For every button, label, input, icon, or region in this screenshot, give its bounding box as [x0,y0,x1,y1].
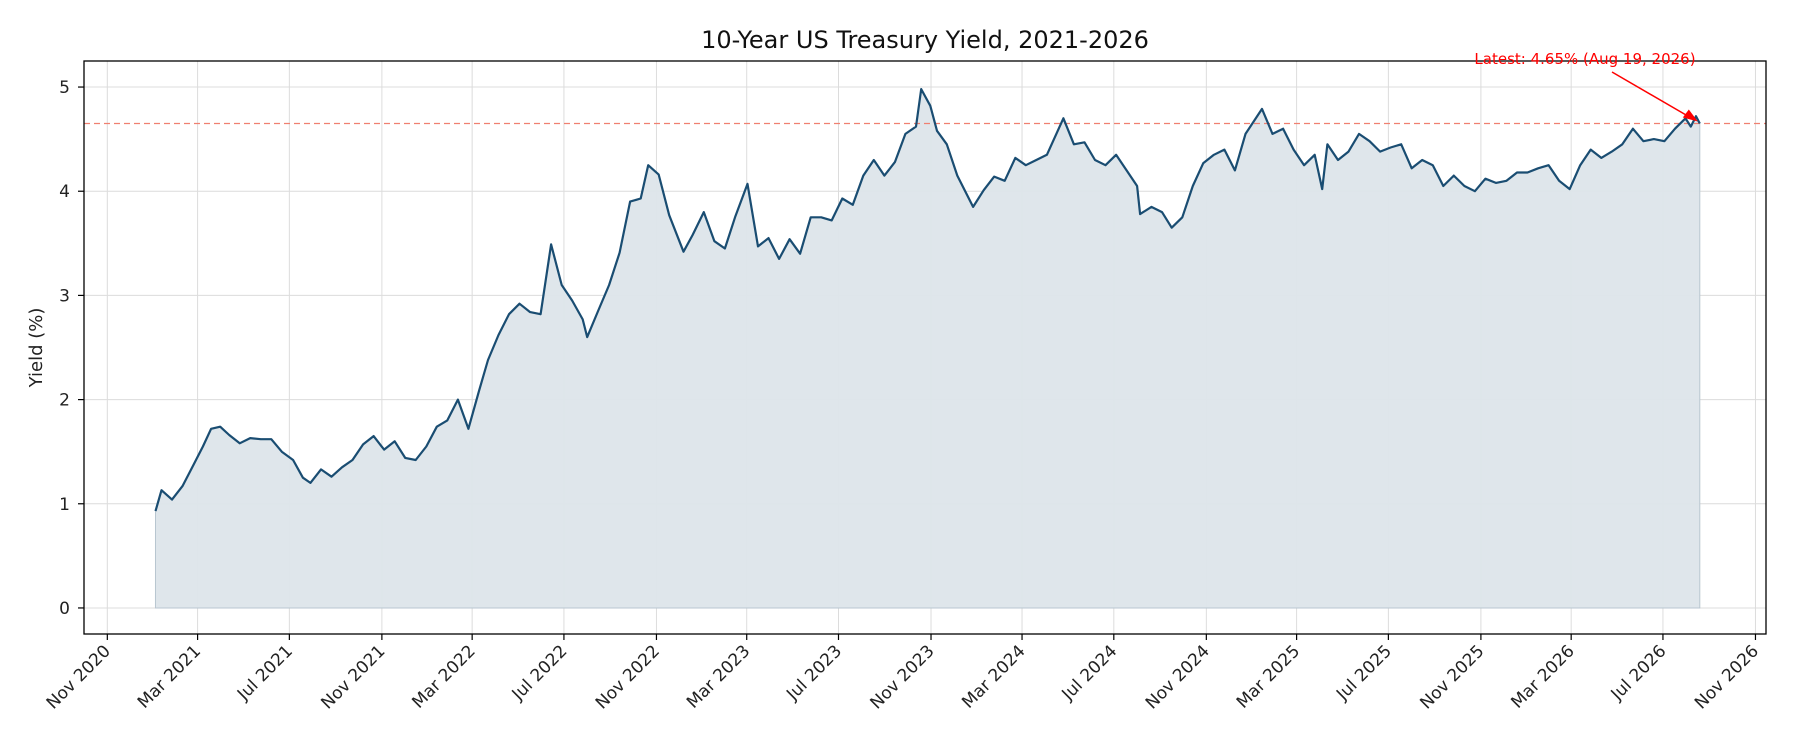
x-tick-label: Jul 2025 [1332,641,1396,705]
x-tick-label: Mar 2021 [134,641,205,712]
x-tick-label: Nov 2026 [1691,641,1763,713]
y-tick-label: 2 [59,391,70,411]
x-tick-label: Nov 2023 [867,641,939,713]
x-tick-label: Jul 2026 [1607,641,1671,705]
x-tick-label: Nov 2024 [1142,641,1214,713]
x-tick-label: Jul 2024 [1058,641,1122,705]
x-tick-label: Nov 2021 [317,641,389,713]
chart-title: 10-Year US Treasury Yield, 2021-2026 [701,26,1149,54]
yield-area-fill [154,87,1701,609]
x-tick-label: Nov 2025 [1416,641,1488,713]
x-tick-label: Mar 2024 [958,641,1029,712]
yield-line [154,88,1701,512]
x-tick-label: Mar 2025 [1233,641,1304,712]
x-tick-label: Nov 2022 [592,641,664,713]
annotation-arrow-line [1611,71,1695,121]
latest-value-annotation: Latest: 4.65% (Aug 19, 2026) [1474,50,1695,68]
plot-frame [83,60,1767,635]
annotation-arrow-head [1682,109,1698,122]
y-tick-label: 4 [59,182,70,202]
x-tick-label: Mar 2023 [683,641,754,712]
y-tick-label: 1 [59,495,70,515]
x-tick-label: Mar 2026 [1507,641,1578,712]
y-tick-label: 0 [59,599,70,619]
x-tick-label: Nov 2020 [43,641,115,713]
x-tick-label: Jul 2021 [233,641,297,705]
y-axis-label: Yield (%) [26,308,47,389]
x-tick-label: Mar 2022 [408,641,479,712]
y-tick-label: 3 [59,286,70,306]
plot-area: 0 1 2 3 4 5 Nov 2020 Mar 2021 Jul 2021 Nov 2021 Ma… [43,60,1767,713]
y-tick-label: 5 [59,78,70,98]
x-tick-label: Jul 2022 [508,641,572,705]
x-tick-label: Jul 2023 [782,641,846,705]
